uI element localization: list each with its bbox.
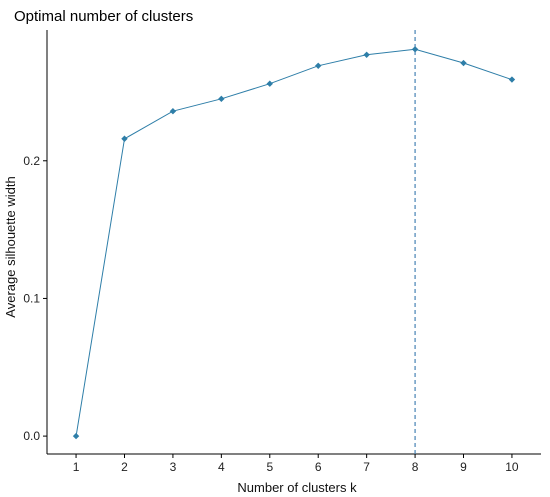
x-tick-label: 7 bbox=[363, 460, 370, 474]
data-point bbox=[508, 76, 516, 83]
x-tick-label: 5 bbox=[266, 460, 273, 474]
data-point bbox=[121, 135, 128, 142]
x-tick-label: 3 bbox=[170, 460, 177, 474]
x-tick-label: 1 bbox=[73, 460, 80, 474]
data-point bbox=[315, 62, 322, 69]
chart-title: Optimal number of clusters bbox=[14, 8, 193, 25]
x-tick-label: 9 bbox=[460, 460, 467, 474]
data-point bbox=[169, 108, 177, 115]
y-tick-label: 0.2 bbox=[23, 154, 40, 168]
x-tick-label: 8 bbox=[412, 460, 419, 474]
data-point bbox=[72, 432, 80, 440]
x-tick-label: 6 bbox=[315, 460, 322, 474]
data-point bbox=[411, 46, 419, 53]
x-tick-label: 10 bbox=[505, 460, 519, 474]
series-line bbox=[75, 48, 513, 437]
x-tick-label: 2 bbox=[121, 460, 128, 474]
x-tick-label: 4 bbox=[218, 460, 225, 474]
plot-area: 0.0 0.1 0.2 1 2 3 4 5 6 7 8 9 10 bbox=[23, 30, 541, 474]
data-point bbox=[363, 51, 370, 58]
x-axis-title: Number of clusters k bbox=[237, 480, 357, 495]
y-tick-label: 0.1 bbox=[23, 291, 40, 305]
data-point bbox=[218, 95, 225, 103]
data-point bbox=[266, 80, 273, 87]
data-point bbox=[460, 59, 467, 67]
y-axis-title: Average silhouette width bbox=[3, 176, 18, 317]
y-tick-label: 0.0 bbox=[23, 429, 40, 443]
